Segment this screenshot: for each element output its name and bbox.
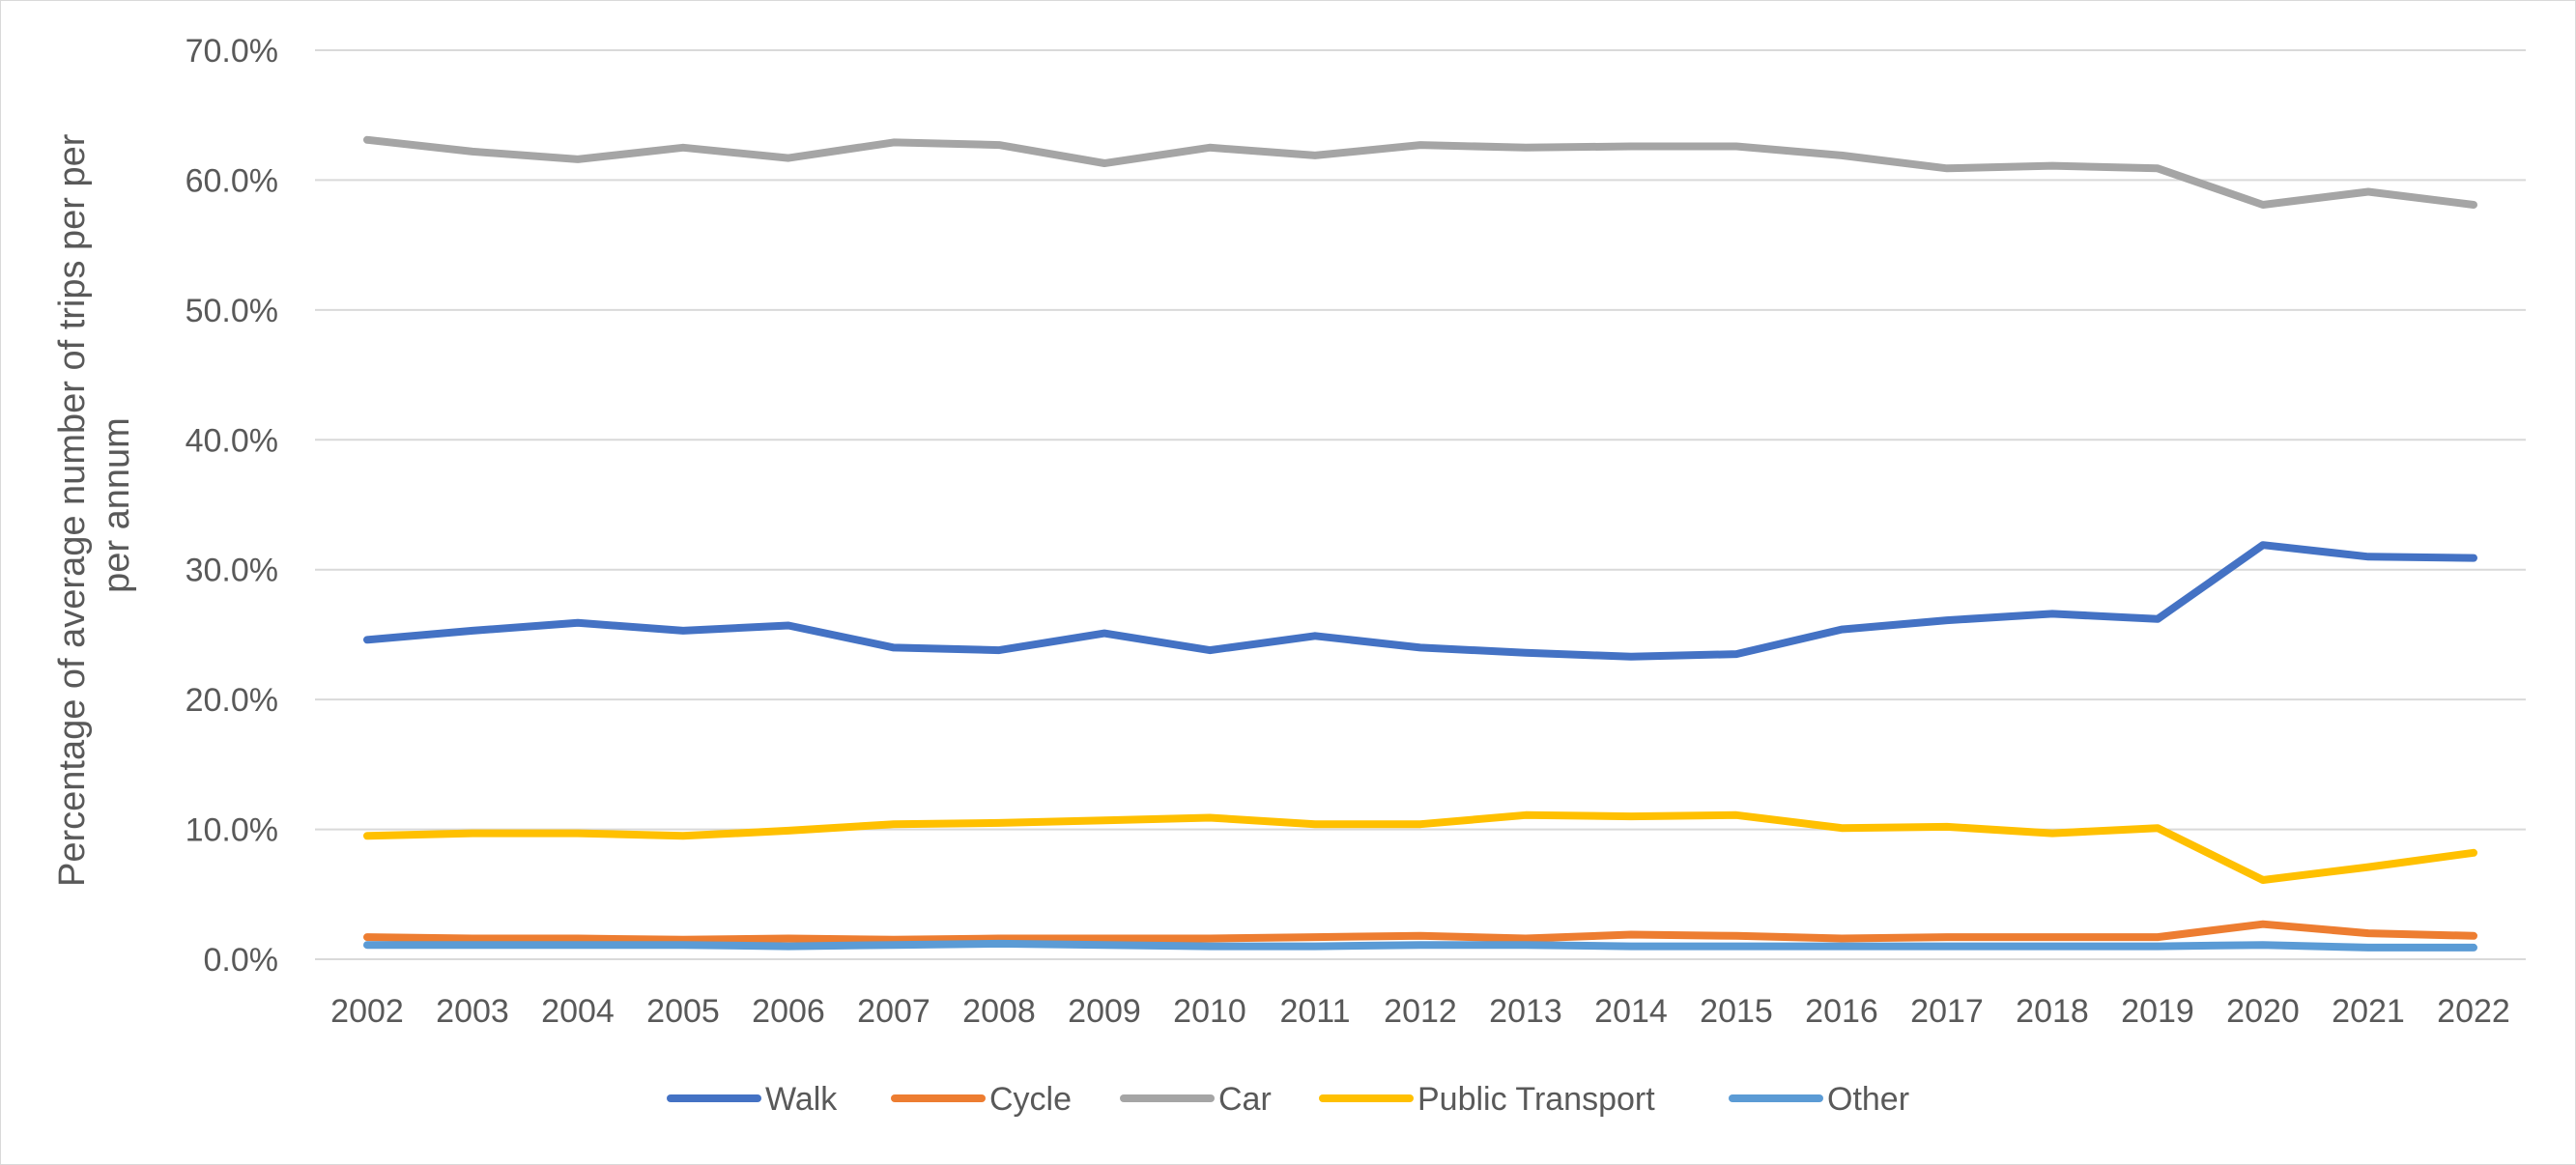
y-tick-label: 60.0% — [186, 162, 278, 199]
gridlines — [315, 49, 2526, 960]
y-tick-label: 0.0% — [204, 942, 279, 979]
x-tick-label: 2006 — [752, 993, 825, 1030]
y-axis-title-line-1: Percentage of average number of trips pe… — [52, 133, 93, 887]
x-tick-label: 2022 — [2437, 993, 2510, 1030]
x-tick-label: 2012 — [1384, 993, 1457, 1030]
legend-item-public-transport: Public Transport — [1319, 1081, 1655, 1118]
y-tick-label: 40.0% — [186, 422, 278, 459]
y-tick-label: 20.0% — [186, 682, 278, 719]
x-tick-label: 2008 — [962, 993, 1036, 1030]
legend-label: Public Transport — [1417, 1081, 1655, 1118]
x-tick-label: 2011 — [1279, 993, 1350, 1030]
x-tick-label: 2005 — [646, 993, 720, 1030]
x-tick-label: 2007 — [857, 993, 930, 1030]
series-line-public-transport — [363, 810, 2477, 884]
y-tick-label: 30.0% — [186, 553, 278, 589]
x-tick-label: 2015 — [1700, 993, 1773, 1030]
series-line-other — [363, 939, 2477, 952]
x-tick-label: 2018 — [2016, 993, 2089, 1030]
x-tick-label: 2004 — [541, 993, 615, 1030]
x-tick-label: 2017 — [1910, 993, 1984, 1030]
y-tick-label: 10.0% — [186, 812, 278, 849]
legend: Walk Cycle Car Public Transport Other — [667, 1081, 1909, 1118]
x-tick-label: 2013 — [1489, 993, 1562, 1030]
x-tick-label: 2014 — [1594, 993, 1668, 1030]
x-tick-label: 2019 — [2121, 993, 2194, 1030]
y-axis-title-line-2: per annum — [97, 417, 137, 593]
legend-item-car: Car — [1120, 1081, 1272, 1118]
y-axis-ticks: 0.0% 10.0% 20.0% 30.0% 40.0% 50.0% 60.0% 70.0% — [186, 33, 278, 979]
x-tick-label: 2002 — [330, 993, 404, 1030]
legend-label: Cycle — [989, 1081, 1072, 1118]
series-line-car — [363, 135, 2477, 209]
x-tick-label: 2003 — [436, 993, 509, 1030]
legend-label: Car — [1218, 1081, 1272, 1118]
legend-item-cycle: Cycle — [891, 1081, 1072, 1118]
x-tick-label: 2016 — [1805, 993, 1878, 1030]
x-tick-label: 2010 — [1173, 993, 1246, 1030]
legend-item-walk: Walk — [667, 1081, 838, 1118]
series-lines — [363, 135, 2477, 952]
y-tick-label: 50.0% — [186, 293, 278, 329]
legend-label: Other — [1827, 1081, 1909, 1118]
series-line-cycle — [363, 920, 2477, 944]
legend-item-other: Other — [1729, 1081, 1909, 1118]
y-tick-label: 70.0% — [186, 33, 278, 70]
x-axis-ticks: 2002 2003 2004 2005 2006 2007 2008 2009 2010 2011… — [330, 993, 2510, 1030]
series-line-walk — [363, 541, 2477, 661]
x-tick-label: 2020 — [2226, 993, 2300, 1030]
y-axis-title: Percentage of average number of trips pe… — [52, 124, 137, 887]
legend-label: Walk — [765, 1081, 838, 1118]
x-tick-label: 2021 — [2332, 993, 2405, 1030]
x-tick-label: 2009 — [1068, 993, 1141, 1030]
